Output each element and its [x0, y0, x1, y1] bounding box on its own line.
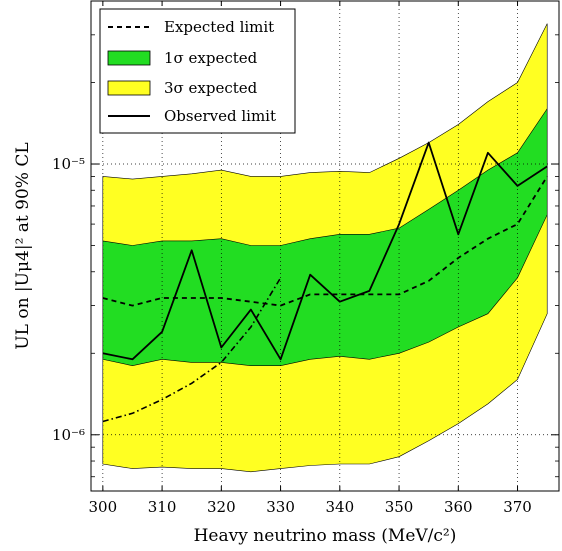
bands-layer	[102, 23, 548, 473]
legend-3sigma-label: 3σ expected	[164, 79, 258, 97]
x-tick-label-4: 340	[325, 498, 354, 516]
x-tick-label-6: 360	[444, 498, 473, 516]
lines-layer	[102, 141, 548, 423]
legend-expected-label: Expected limit	[164, 18, 274, 36]
observed-limit-line	[102, 141, 548, 361]
x-tick-label-7: 370	[503, 498, 532, 516]
legend-1sigma-swatch	[107, 50, 151, 66]
y-axis-label: UL on |Uμ4|² at 90% CL	[13, 142, 33, 349]
legend-frame	[99, 8, 296, 134]
expected-limit-line	[102, 175, 548, 307]
x-tick-label-2: 320	[207, 498, 236, 516]
grid-layer	[91, 1, 559, 491]
legend-observed-label: Observed limit	[164, 107, 276, 125]
x-axis-label: Heavy neutrino mass (MeV/c²)	[194, 526, 457, 546]
y-tick-label-0: 10⁻⁶	[52, 426, 85, 444]
x-tick-label-0: 300	[89, 498, 118, 516]
legend-3sigma-swatch	[107, 80, 151, 96]
x-tick-label-5: 350	[385, 498, 414, 516]
band-1sigma	[102, 107, 548, 367]
x-tick-label-3: 330	[266, 498, 295, 516]
ticks-layer: 300 310 320 330 340 350 360 370 10⁻⁶ 10⁻⁵	[52, 0, 559, 516]
y-tick-label-1: 10⁻⁵	[52, 155, 85, 173]
legend: Expected limit 1σ expected 3σ expected O…	[99, 8, 296, 134]
dashdot-line	[102, 277, 282, 423]
plot-frame	[90, 0, 560, 492]
x-tick-label-1: 310	[148, 498, 177, 516]
legend-1sigma-label: 1σ expected	[164, 49, 258, 67]
